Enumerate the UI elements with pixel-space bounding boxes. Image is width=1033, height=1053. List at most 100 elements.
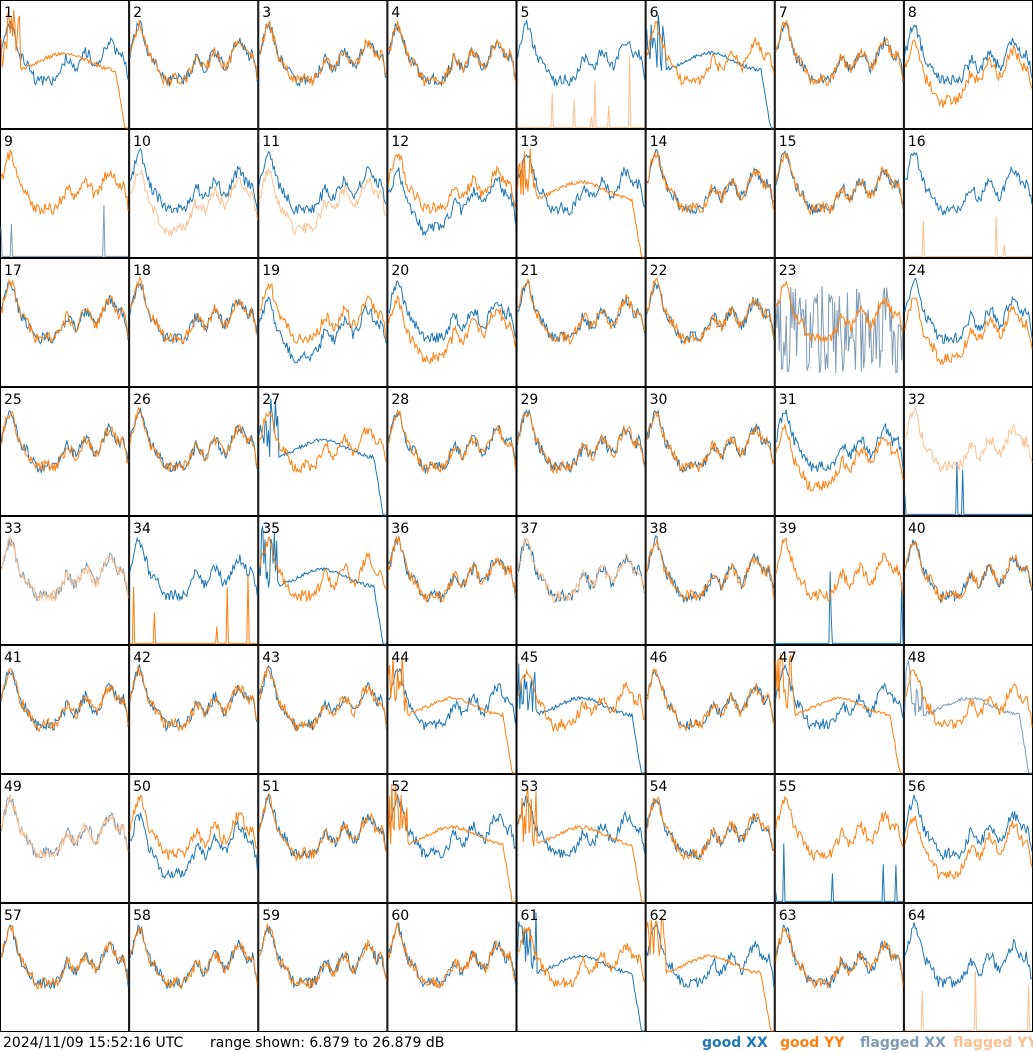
panel-56: 56 [903,774,1033,903]
panel-label: 17 [4,263,22,279]
panel-label: 57 [4,908,22,924]
panel-label: 29 [521,392,539,408]
panel-label: 6 [650,5,659,21]
yy-series-line [646,277,775,345]
panel-36: 36 [387,516,517,645]
yy-series-line [258,793,387,862]
panel-21: 21 [516,258,646,387]
panel-frame [0,645,130,774]
yy-series-line [387,655,516,774]
panel-60: 60 [387,903,517,1032]
legend-flagged-yy: flagged YY [953,1035,1033,1051]
panel-label: 64 [908,908,926,924]
panel-11: 11 [258,129,388,258]
panel-label: 52 [391,779,409,795]
panel-label: 56 [908,779,926,795]
panel-label: 10 [133,134,151,150]
yy-series-line [646,667,775,732]
xx-series-line [904,151,1033,216]
panel-13: 13 [516,129,646,258]
xx-series-line [387,167,516,237]
panel-label: 3 [262,5,271,21]
panel-label: 42 [133,650,151,666]
panel-38: 38 [645,516,775,645]
xx-series-line [387,922,516,988]
yy-series-line [775,424,904,492]
panel-label: 24 [908,263,926,279]
panel-20: 20 [387,258,517,387]
panel-62: 62 [645,903,775,1032]
legend-good-yy: good YY [780,1035,845,1051]
panel-19: 19 [258,258,388,387]
yy-series-line [904,39,1033,108]
xx-series-line [904,660,1032,774]
panel-label: 54 [650,779,668,795]
yy-series-line [646,152,775,213]
yy-series-line [646,539,775,601]
yy-series-line [775,795,904,862]
panel-label: 34 [133,521,151,537]
panel-15: 15 [774,129,904,258]
yy-series-line [646,20,775,86]
panel-label: 28 [391,392,409,408]
panel-label: 61 [521,908,539,924]
panel-2: 2 [129,0,259,129]
panel-label: 1 [4,5,13,21]
xx-series-line [775,149,904,215]
xx-series-line [388,667,516,731]
yy-series-line [517,926,646,988]
panel-39: 39 [774,516,904,645]
panel-frame [0,387,130,516]
yy-series-line [258,922,387,990]
panel-52: 52 [387,774,517,903]
panel-26: 26 [129,387,259,516]
yy-series-line [904,297,1033,366]
panel-label: 27 [262,392,280,408]
yy-series-line [0,278,129,344]
xx-series-line [904,24,1033,86]
panel-49: 49 [0,774,130,903]
panel-53: 53 [516,774,646,903]
xx-series-line [517,663,645,774]
panel-label: 62 [650,908,668,924]
xx-series-line [129,148,258,214]
yy-series-line [258,168,387,236]
yy-series-line [259,20,387,86]
panel-frame [903,0,1033,129]
yy-series-line [0,9,129,129]
yy-series-line [517,412,645,474]
xx-series-line [258,296,387,364]
xx-series-line [775,571,904,644]
panel-51: 51 [258,774,388,903]
panel-label: 13 [521,134,539,150]
panel-label: 32 [908,392,926,408]
xx-series-line [517,154,646,216]
yy-series-line [517,668,645,733]
panel-frame [129,903,259,1032]
yy-series-line [775,19,904,87]
panel-label: 18 [133,263,151,279]
yy-series-line [517,536,646,604]
panel-label: 5 [521,5,530,21]
panel-label: 46 [650,650,668,666]
yy-series-line [904,216,1032,257]
yy-series-line [904,540,1033,603]
panel-31: 31 [774,387,904,516]
xx-series-line [387,793,516,859]
panel-frame [774,645,904,774]
panel-61: 61 [516,903,646,1032]
timestamp: 2024/11/09 15:52:16 UTC [3,1035,184,1051]
xx-series-line [517,795,646,858]
panel-label: 16 [908,134,926,150]
panel-frame [387,774,517,903]
yy-series-line [129,19,258,87]
panel-label: 60 [391,908,409,924]
yy-series-line [517,278,646,345]
panel-label: 40 [908,521,926,537]
panel-label: 22 [650,263,668,279]
xx-series-line [904,461,1032,515]
xx-series-line [0,20,129,87]
panel-50: 50 [129,774,259,903]
yy-series-line [517,787,645,903]
